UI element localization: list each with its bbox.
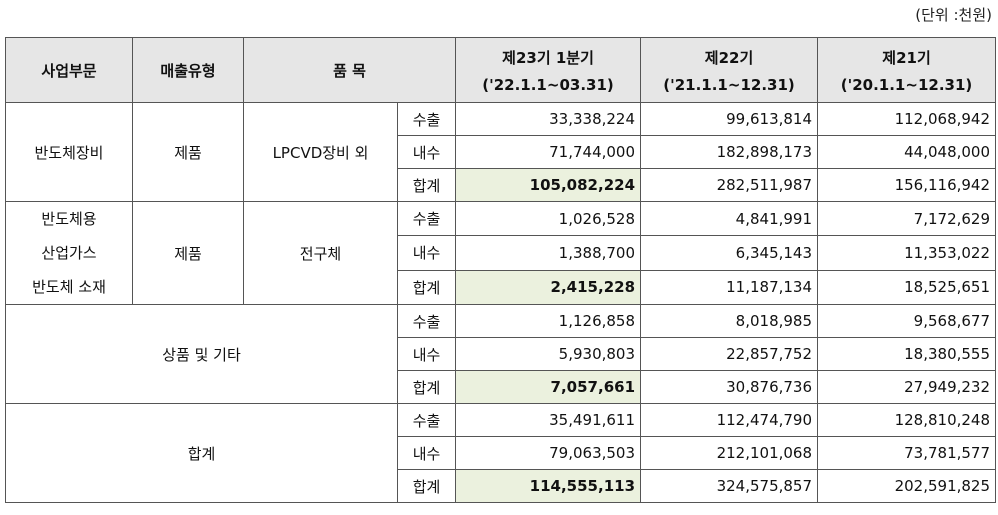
- kind-cell: 합계: [396, 370, 457, 404]
- value-cell: 73,781,577: [817, 436, 997, 470]
- header-period-23q1: 제23기 1분기 ('22.1.1~03.31): [455, 37, 642, 103]
- table-row: 합계 수출 35,491,611 112,474,790 128,810,248: [5, 403, 997, 503]
- highlight-value-cell: 7,057,661: [455, 370, 642, 404]
- header-period-21: 제21기 ('20.1.1~12.31): [817, 37, 997, 103]
- value-cell: 44,048,000: [817, 135, 997, 169]
- value-cell: 1,026,528: [455, 200, 642, 237]
- table-row-subtotal: 합계 2,415,228 11,187,134 18,525,651: [6, 269, 997, 306]
- total-segment-cell: 합계: [5, 403, 398, 503]
- value-cell: 202,591,825: [817, 469, 997, 503]
- item-cell: LPCVD장비 외: [243, 102, 398, 202]
- table-row: 내수 1,388,700 6,345,143 11,353,022: [6, 235, 997, 271]
- table-row: 내수 79,063,503 212,101,068 73,781,577: [6, 436, 997, 470]
- value-cell: 1,126,858: [455, 304, 642, 338]
- value-cell: 156,116,942: [817, 168, 997, 202]
- value-cell: 9,568,677: [817, 304, 997, 338]
- table-row: 내수 71,744,000 182,898,173 44,048,000: [6, 135, 997, 169]
- value-cell: 27,949,232: [817, 370, 997, 404]
- table-row-grand-total: 합계 114,555,113 324,575,857 202,591,825: [6, 469, 997, 503]
- kind-cell: 수출: [396, 304, 457, 338]
- value-cell: 5,930,803: [455, 337, 642, 371]
- segment-cell: 상품 및 기타: [5, 304, 398, 404]
- kind-cell: 합계: [396, 469, 457, 503]
- value-cell: 30,876,736: [640, 370, 819, 404]
- value-cell: 182,898,173: [640, 135, 819, 169]
- segment-line: 반도체 소재: [32, 278, 106, 296]
- kind-cell: 내수: [396, 135, 457, 169]
- value-cell: 11,353,022: [817, 235, 997, 271]
- highlight-value-cell: 2,415,228: [455, 269, 642, 306]
- highlight-value-cell: 105,082,224: [455, 168, 642, 202]
- value-cell: 324,575,857: [640, 469, 819, 503]
- segment-line: 반도체용: [41, 210, 97, 228]
- value-cell: 4,841,991: [640, 200, 819, 237]
- table-row: 내수 5,930,803 22,857,752 18,380,555: [6, 337, 997, 371]
- value-cell: 18,525,651: [817, 269, 997, 306]
- value-cell: 282,511,987: [640, 168, 819, 202]
- sales-table: 사업부문 매출유형 품 목 제23기 1분기 ('22.1.1~03.31) 제2…: [5, 37, 997, 503]
- item-cell: 전구체: [243, 201, 398, 305]
- segment-line: 산업가스: [41, 244, 97, 262]
- header-segment: 사업부문: [5, 37, 133, 103]
- header-sales-type: 매출유형: [132, 37, 244, 103]
- kind-cell: 수출: [396, 403, 457, 437]
- value-cell: 7,172,629: [817, 200, 997, 237]
- header-row: 사업부문 매출유형 품 목 제23기 1분기 ('22.1.1~03.31) 제2…: [5, 37, 997, 103]
- header-item: 품 목: [242, 37, 457, 103]
- value-cell: 6,345,143: [640, 235, 819, 271]
- unit-label: (단위 :천원): [915, 6, 992, 24]
- value-cell: 11,187,134: [640, 269, 819, 306]
- segment-cell: 반도체장비: [5, 102, 133, 202]
- value-cell: 79,063,503: [455, 436, 642, 470]
- period-label: 제23기 1분기: [502, 48, 594, 67]
- table-row: 반도체장비 제품 LPCVD장비 외 수출 33,338,224 99,613,…: [5, 102, 997, 202]
- value-cell: 112,474,790: [640, 403, 819, 437]
- value-cell: 33,338,224: [455, 102, 642, 136]
- value-cell: 112,068,942: [817, 102, 997, 136]
- value-cell: 8,018,985: [640, 304, 819, 338]
- kind-cell: 내수: [396, 235, 457, 271]
- period-label: 제21기: [882, 48, 931, 67]
- value-cell: 35,491,611: [455, 403, 642, 437]
- value-cell: 22,857,752: [640, 337, 819, 371]
- value-cell: 128,810,248: [817, 403, 997, 437]
- sales-type-cell: 제품: [132, 102, 244, 202]
- kind-cell: 수출: [396, 200, 457, 237]
- sales-type-cell: 제품: [132, 201, 244, 305]
- value-cell: 71,744,000: [455, 135, 642, 169]
- kind-cell: 내수: [396, 337, 457, 371]
- period-range: ('22.1.1~03.31): [482, 75, 614, 94]
- value-cell: 1,388,700: [455, 235, 642, 271]
- period-range: ('20.1.1~12.31): [840, 75, 973, 94]
- value-cell: 212,101,068: [640, 436, 819, 470]
- table-row-subtotal: 합계 105,082,224 282,511,987 156,116,942: [6, 168, 997, 202]
- kind-cell: 합계: [396, 269, 457, 306]
- header-period-22: 제22기 ('21.1.1~12.31): [640, 37, 819, 103]
- kind-cell: 합계: [396, 168, 457, 202]
- period-range: ('21.1.1~12.31): [663, 75, 795, 94]
- kind-cell: 내수: [396, 436, 457, 470]
- value-cell: 18,380,555: [817, 337, 997, 371]
- highlight-value-cell: 114,555,113: [455, 469, 642, 503]
- value-cell: 99,613,814: [640, 102, 819, 136]
- table-row: 상품 및 기타 수출 1,126,858 8,018,985 9,568,677: [5, 304, 997, 404]
- period-label: 제22기: [704, 48, 754, 67]
- kind-cell: 수출: [396, 102, 457, 136]
